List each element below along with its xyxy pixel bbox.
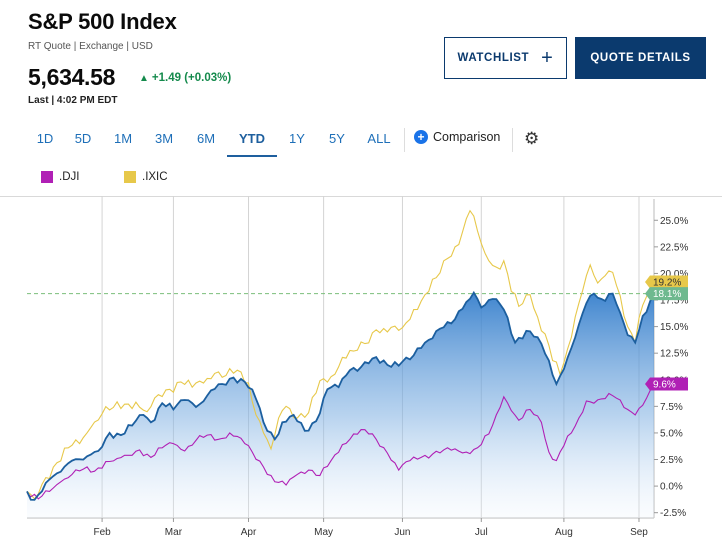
end-value-label: 19.2% xyxy=(653,278,681,289)
toolbar-divider xyxy=(512,128,513,152)
range-tab-1m[interactable]: 1M xyxy=(113,131,133,146)
legend-swatch xyxy=(41,171,53,183)
series-line-dji[interactable] xyxy=(26,383,655,500)
price-change-value: +1.49 (+0.03%) xyxy=(151,72,232,84)
spx-area xyxy=(27,292,654,518)
legend-item-dji[interactable]: .DJI xyxy=(41,171,79,183)
end-value-tag xyxy=(645,287,688,301)
x-tick-label: Aug xyxy=(555,527,573,538)
add-circle-icon: + xyxy=(414,130,428,144)
legend-label: .IXIC xyxy=(142,171,168,183)
legend-label: .DJI xyxy=(59,171,80,183)
y-tick-label: 25.0% xyxy=(660,216,688,227)
toolbar-divider xyxy=(404,128,405,152)
end-value-tag xyxy=(645,275,688,289)
last-price: 5,634.58 xyxy=(28,64,116,90)
y-tick-label: 22.5% xyxy=(660,242,688,253)
quote-meta: RT Quote | Exchange | USD xyxy=(28,41,153,52)
time-range-tabs: 1D 5D 1M 3M 6M YTD 1Y 5Y ALL xyxy=(27,126,401,158)
y-tick-label: 20.0% xyxy=(660,269,688,280)
range-tab-6m[interactable]: 6M xyxy=(196,131,216,146)
legend-swatch xyxy=(124,171,136,183)
x-tick-label: Feb xyxy=(93,527,111,538)
y-tick-label: 2.5% xyxy=(660,455,683,466)
y-tick-label: 12.5% xyxy=(660,349,688,360)
gear-icon[interactable]: ⚙ xyxy=(524,129,540,148)
end-value-tag xyxy=(645,377,688,391)
quote-details-button[interactable]: QUOTE DETAILS xyxy=(575,37,706,79)
range-tab-3m[interactable]: 3M xyxy=(154,131,174,146)
range-tab-ytd[interactable]: YTD xyxy=(227,126,277,157)
x-tick-label: May xyxy=(314,527,333,538)
end-value-label: 9.6% xyxy=(653,380,676,391)
page-title: S&P 500 Index xyxy=(28,9,177,34)
y-tick-label: 7.5% xyxy=(660,402,683,413)
last-trade-time: Last | 4:02 PM EDT xyxy=(28,95,118,106)
range-tab-all[interactable]: ALL xyxy=(367,131,391,146)
x-tick-label: Jul xyxy=(475,527,488,538)
comparison-button[interactable]: + Comparison xyxy=(414,130,500,144)
triangle-up-icon: ▲ xyxy=(139,73,149,84)
legend-item-ixic[interactable]: .IXIC xyxy=(124,171,168,183)
watchlist-label: WATCHLIST xyxy=(457,52,530,64)
x-tick-label: Jun xyxy=(394,527,410,538)
y-tick-label: -2.5% xyxy=(660,508,686,519)
y-tick-label: 5.0% xyxy=(660,428,683,439)
price-change: ▲ +1.49 (+0.03%) xyxy=(139,72,231,84)
range-tab-5d[interactable]: 5D xyxy=(74,131,92,146)
series-line-ixic[interactable] xyxy=(26,209,655,500)
end-value-label: 18.1% xyxy=(653,289,681,300)
ytd-chart[interactable]: Feb Mar Apr May Jun Jul Aug Sep25.0%22.5%20.0%1… xyxy=(0,196,722,546)
plus-icon: + xyxy=(541,47,554,69)
range-tab-1y[interactable]: 1Y xyxy=(289,131,305,146)
range-tab-5y[interactable]: 5Y xyxy=(329,131,345,146)
x-tick-label: Sep xyxy=(630,527,648,538)
watchlist-button[interactable]: WATCHLIST + xyxy=(444,37,567,79)
series-line-spx[interactable] xyxy=(26,290,655,501)
y-tick-label: 0.0% xyxy=(660,482,683,493)
y-tick-label: 15.0% xyxy=(660,322,688,333)
y-tick-label: 17.5% xyxy=(660,296,688,307)
range-tab-1d[interactable]: 1D xyxy=(36,131,54,146)
comparison-label: Comparison xyxy=(433,130,501,144)
x-tick-label: Apr xyxy=(241,527,257,538)
x-tick-label: Mar xyxy=(165,527,183,538)
